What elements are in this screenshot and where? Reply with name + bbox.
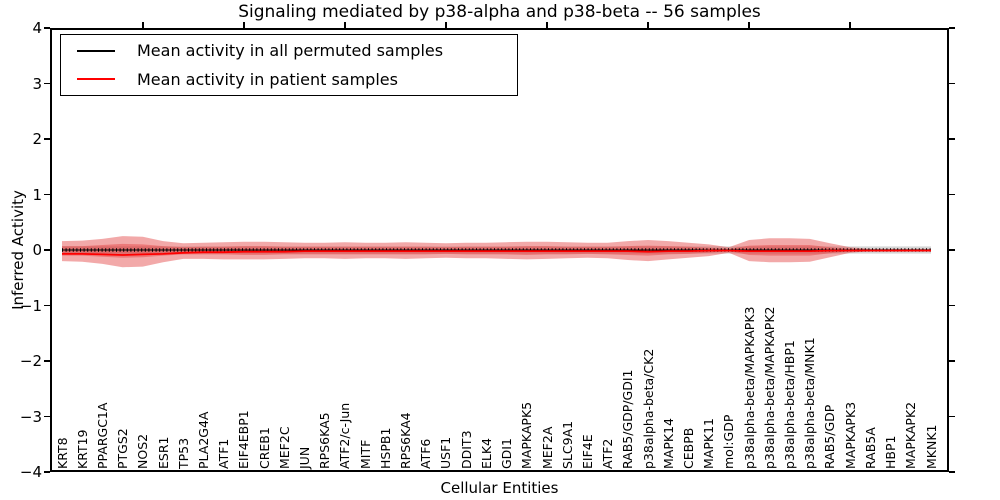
- x-category-label: PTGS2: [115, 428, 131, 469]
- x-category-label: NOS2: [135, 433, 151, 469]
- x-category-label: TP53: [175, 437, 191, 469]
- x-category-label: JUN: [297, 446, 313, 469]
- y-tick-mark: [44, 360, 50, 362]
- x-category-label: MAPKAPK3: [842, 401, 858, 469]
- x-category-label: SLC9A1: [559, 420, 575, 469]
- x-tick-mark-top: [344, 22, 346, 28]
- y-tick-mark: [949, 471, 955, 473]
- y-tick-mark: [44, 193, 50, 196]
- x-axis-label: Cellular Entities: [440, 479, 559, 497]
- x-category-label: ESR1: [155, 436, 171, 469]
- x-category-label: p38alpha-beta/CK2: [640, 348, 656, 469]
- x-tick-mark-top: [849, 22, 851, 28]
- x-category-label: MKNK1: [923, 424, 939, 469]
- x-category-label: DDIT3: [458, 430, 474, 469]
- y-tick-mark: [44, 304, 50, 307]
- x-tick-mark-top: [647, 22, 649, 28]
- legend: Mean activity in all permuted samples Mea…: [60, 34, 518, 96]
- x-tick-mark-top: [142, 22, 144, 28]
- x-tick-mark-top: [243, 22, 245, 28]
- y-tick-mark: [949, 193, 955, 196]
- x-tick-mark-top: [748, 22, 750, 28]
- x-category-label: MEF2C: [276, 426, 292, 469]
- x-category-label: PLA2G4A: [195, 411, 211, 469]
- legend-item-label: Mean activity in patient samples: [137, 69, 398, 89]
- x-category-label: RAB5A: [862, 427, 878, 469]
- legend-item: Mean activity in patient samples: [61, 66, 517, 92]
- y-tick-mark: [949, 415, 955, 418]
- x-category-label: HBP1: [883, 435, 899, 469]
- y-tick-mark: [949, 27, 955, 29]
- y-tick-mark: [949, 304, 955, 307]
- x-category-label: RPS6KA5: [317, 412, 333, 469]
- x-category-label: USF1: [438, 436, 454, 469]
- x-category-label: MEF2A: [539, 426, 555, 469]
- x-category-label: p38alpha-beta/HBP1: [782, 340, 798, 469]
- y-tick-mark: [44, 82, 50, 85]
- x-category-label: EIF4E: [579, 434, 595, 469]
- x-category-label: CREB1: [256, 427, 272, 469]
- legend-item: Mean activity in all permuted samples: [61, 38, 517, 64]
- legend-item-label: Mean activity in all permuted samples: [137, 41, 444, 61]
- y-tick-mark: [949, 249, 955, 251]
- x-category-label: CEBPB: [681, 427, 696, 469]
- x-category-label: KRT8: [54, 437, 70, 469]
- legend-line-swatch: [77, 78, 115, 81]
- y-tick-mark: [44, 415, 50, 418]
- x-category-label: ATF2: [600, 438, 616, 469]
- y-tick-label: 1: [32, 185, 42, 204]
- y-tick-label: 0: [32, 241, 42, 259]
- x-category-label: KRT19: [74, 429, 90, 469]
- x-category-label: MAPKAPK5: [519, 401, 535, 469]
- x-category-label: PPARGC1A: [94, 402, 110, 469]
- y-tick-mark: [949, 360, 955, 362]
- y-tick-mark: [949, 138, 955, 140]
- y-tick-label: 2: [32, 130, 42, 148]
- x-category-label: RAB5/GDP/GDI1: [620, 369, 636, 469]
- x-category-label: RPS6KA4: [398, 412, 414, 469]
- x-category-label: HSPB1: [377, 427, 393, 469]
- y-tick-label: −3: [19, 407, 42, 426]
- x-category-label: MITF: [357, 439, 373, 469]
- y-tick-label: −2: [19, 352, 42, 370]
- legend-line-swatch: [77, 49, 115, 52]
- x-category-label: ATF1: [216, 438, 232, 469]
- x-category-label: ATF6: [418, 438, 434, 469]
- x-category-label: ATF2/c-Jun: [337, 402, 353, 469]
- x-category-label: MAPK11: [701, 418, 717, 469]
- x-tick-mark-top: [546, 22, 548, 28]
- x-category-label: p38alpha-beta/MNK1: [802, 337, 818, 469]
- x-category-label: MAPKAPK2: [903, 401, 919, 469]
- y-tick-mark: [44, 27, 50, 29]
- y-tick-label: 3: [32, 74, 42, 93]
- y-tick-mark: [44, 138, 50, 140]
- patient-mean-line: [62, 249, 931, 256]
- x-category-label: p38alpha-beta/MAPKAPK2: [761, 306, 777, 470]
- y-tick-label: −4: [19, 463, 42, 481]
- y-tick-label: −1: [19, 296, 42, 315]
- y-tick-mark: [44, 471, 50, 473]
- x-category-label: mol:GDP: [721, 414, 737, 469]
- x-category-label: RAB5/GDP: [822, 404, 838, 469]
- x-category-label: ELK4: [478, 437, 494, 469]
- x-category-label: GDI1: [499, 438, 515, 469]
- x-category-label: p38alpha-beta/MAPKAPK3: [741, 306, 757, 470]
- x-category-label: MAPK14: [660, 418, 676, 469]
- y-tick-label: 4: [32, 19, 42, 37]
- x-category-label: EIF4EBP1: [236, 410, 252, 469]
- y-tick-mark: [949, 82, 955, 85]
- chart-title: Signaling mediated by p38-alpha and p38-…: [238, 2, 761, 22]
- y-tick-mark: [44, 249, 50, 251]
- x-tick-mark-top: [445, 22, 447, 28]
